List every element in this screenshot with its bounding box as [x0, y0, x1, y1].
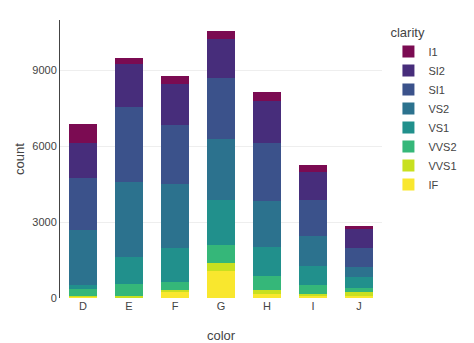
svg-text:VS1: VS1: [428, 122, 449, 134]
svg-text:D: D: [79, 300, 87, 312]
svg-text:I: I: [311, 300, 314, 312]
svg-text:SI1: SI1: [428, 84, 445, 96]
svg-text:color: color: [207, 328, 236, 343]
svg-text:VVS1: VVS1: [428, 160, 456, 172]
svg-text:0: 0: [51, 292, 57, 304]
svg-text:E: E: [125, 300, 132, 312]
svg-text:H: H: [263, 300, 271, 312]
svg-text:I1: I1: [428, 46, 437, 58]
svg-text:count: count: [12, 143, 27, 175]
svg-text:SI2: SI2: [428, 65, 445, 77]
svg-text:G: G: [217, 300, 226, 312]
svg-text:F: F: [172, 300, 179, 312]
svg-text:IF: IF: [428, 179, 438, 191]
svg-text:6000: 6000: [32, 140, 56, 152]
svg-text:VVS2: VVS2: [428, 141, 456, 153]
svg-text:clarity: clarity: [390, 25, 424, 40]
svg-text:3000: 3000: [32, 216, 56, 228]
svg-text:9000: 9000: [32, 64, 56, 76]
svg-text:VS2: VS2: [428, 103, 449, 115]
svg-text:J: J: [356, 300, 362, 312]
